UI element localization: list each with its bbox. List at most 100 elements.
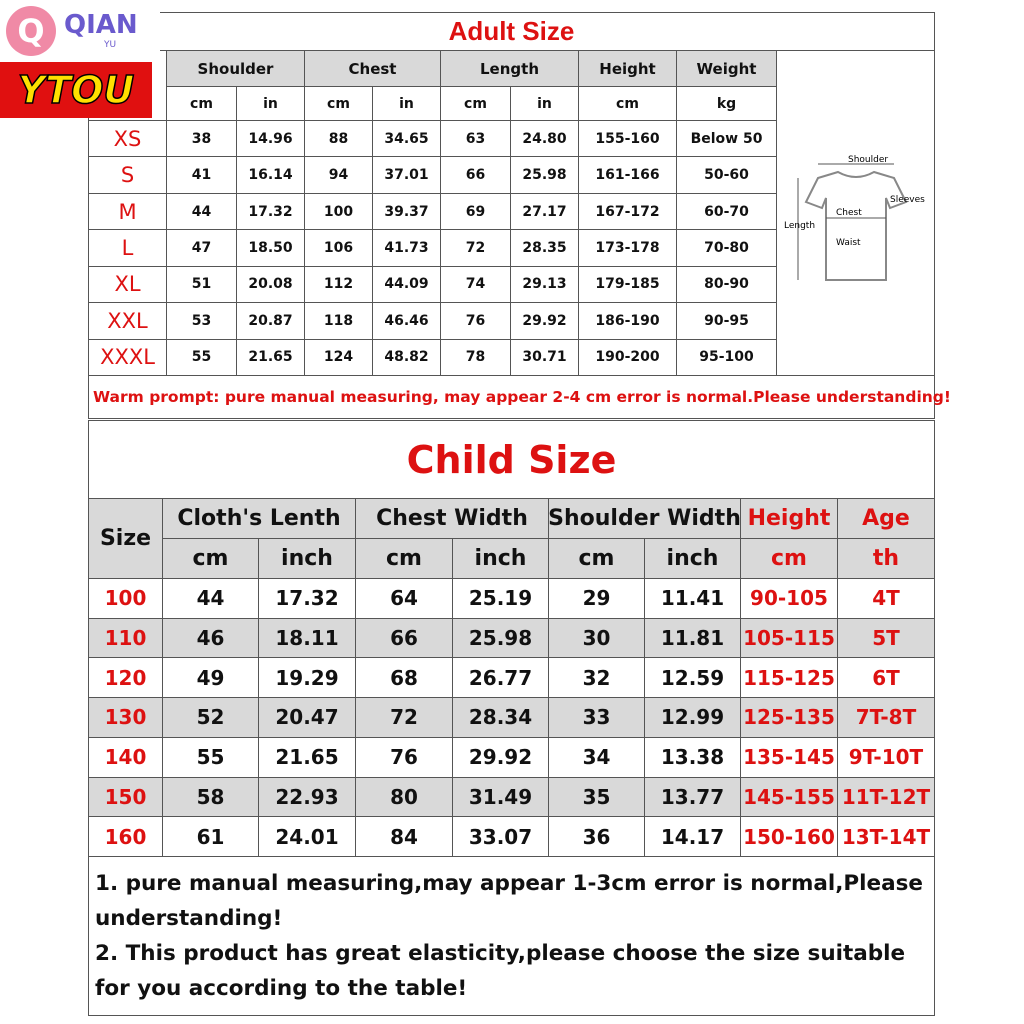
value: 21.65 <box>258 736 356 778</box>
header: Age <box>837 498 935 539</box>
value: 61 <box>162 816 259 857</box>
value: 48.82 <box>372 338 441 376</box>
value: 84 <box>355 816 453 857</box>
value: 74 <box>440 265 511 304</box>
value: 47 <box>166 229 237 267</box>
value: 41.73 <box>372 229 441 267</box>
header: Height <box>578 50 677 87</box>
size-header: Size <box>88 498 163 579</box>
value: 80-90 <box>676 265 777 304</box>
header: Cloth's Lenth <box>162 498 356 539</box>
value: 186-190 <box>578 302 677 340</box>
value: 20.87 <box>236 302 305 340</box>
value: 63 <box>440 120 511 158</box>
value: 72 <box>355 697 453 738</box>
value: 46.46 <box>372 302 441 340</box>
unit: cm <box>355 538 453 579</box>
unit: cm <box>578 86 677 121</box>
value: 76 <box>440 302 511 340</box>
child-notes: 1. pure manual measuring,may appear 1-3c… <box>88 856 935 1016</box>
value: 17.32 <box>236 192 305 231</box>
value: 44 <box>166 192 237 231</box>
value: 44 <box>162 578 259 619</box>
value: 26.77 <box>452 657 549 699</box>
value: 161-166 <box>578 156 677 194</box>
size-label: 140 <box>88 736 163 778</box>
value: 124 <box>304 338 373 376</box>
value: 90-105 <box>740 578 838 619</box>
value: 11T-12T <box>837 776 935 818</box>
value: 29.13 <box>510 265 579 304</box>
value: 11.41 <box>644 578 741 619</box>
value: 7T-8T <box>837 697 935 738</box>
value: 32 <box>548 657 645 699</box>
value: 33.07 <box>452 816 549 857</box>
note: 1. pure manual measuring,may appear 1-3c… <box>95 871 924 931</box>
value: 115-125 <box>740 657 838 699</box>
value: 18.11 <box>258 617 356 659</box>
value: 105-115 <box>740 617 838 659</box>
size-label: S <box>88 156 167 194</box>
unit: cm <box>166 86 237 121</box>
value: 51 <box>166 265 237 304</box>
size-label: 130 <box>88 697 163 738</box>
value: 14.17 <box>644 816 741 857</box>
value: 58 <box>162 776 259 818</box>
header: Length <box>440 50 579 87</box>
value: 12.99 <box>644 697 741 738</box>
value: 28.35 <box>510 229 579 267</box>
value: 190-200 <box>578 338 677 376</box>
logo-brand: QIAN <box>64 10 138 40</box>
value: 44.09 <box>372 265 441 304</box>
value: 167-172 <box>578 192 677 231</box>
shirt-diagram: Shoulder Sleeves Chest Length Waist <box>784 155 925 281</box>
logo-sub: YU <box>104 40 117 50</box>
value: 53 <box>166 302 237 340</box>
value: 6T <box>837 657 935 699</box>
value: 68 <box>355 657 453 699</box>
value: 38 <box>166 120 237 158</box>
unit: th <box>837 538 935 579</box>
value: 13T-14T <box>837 816 935 857</box>
value: 52 <box>162 697 259 738</box>
value: 55 <box>162 736 259 778</box>
logo-badge: YTOU <box>0 62 152 118</box>
value: Below 50 <box>676 120 777 158</box>
value: 76 <box>355 736 453 778</box>
value: 106 <box>304 229 373 267</box>
value: 69 <box>440 192 511 231</box>
value: 27.17 <box>510 192 579 231</box>
unit: inch <box>258 538 356 579</box>
value: 13.77 <box>644 776 741 818</box>
value: 4T <box>837 578 935 619</box>
value: 13.38 <box>644 736 741 778</box>
value: 145-155 <box>740 776 838 818</box>
value: 22.93 <box>258 776 356 818</box>
value: 66 <box>355 617 453 659</box>
value: 29.92 <box>510 302 579 340</box>
value: 30 <box>548 617 645 659</box>
value: 66 <box>440 156 511 194</box>
value: 155-160 <box>578 120 677 158</box>
value: 46 <box>162 617 259 659</box>
label-waist: Waist <box>836 238 861 248</box>
value: 64 <box>355 578 453 619</box>
value: 112 <box>304 265 373 304</box>
header: Height <box>740 498 838 539</box>
value: 29.92 <box>452 736 549 778</box>
value: 24.01 <box>258 816 356 857</box>
value: 34.65 <box>372 120 441 158</box>
unit: in <box>372 86 441 121</box>
size-label: XXL <box>88 302 167 340</box>
size-label: 150 <box>88 776 163 818</box>
value: 50-60 <box>676 156 777 194</box>
value: 135-145 <box>740 736 838 778</box>
label-shoulder: Shoulder <box>848 155 888 165</box>
value: 25.19 <box>452 578 549 619</box>
value: 11.81 <box>644 617 741 659</box>
value: 24.80 <box>510 120 579 158</box>
value: 29 <box>548 578 645 619</box>
size-label: XXXL <box>88 338 167 376</box>
child-title: Child Size <box>88 420 935 499</box>
